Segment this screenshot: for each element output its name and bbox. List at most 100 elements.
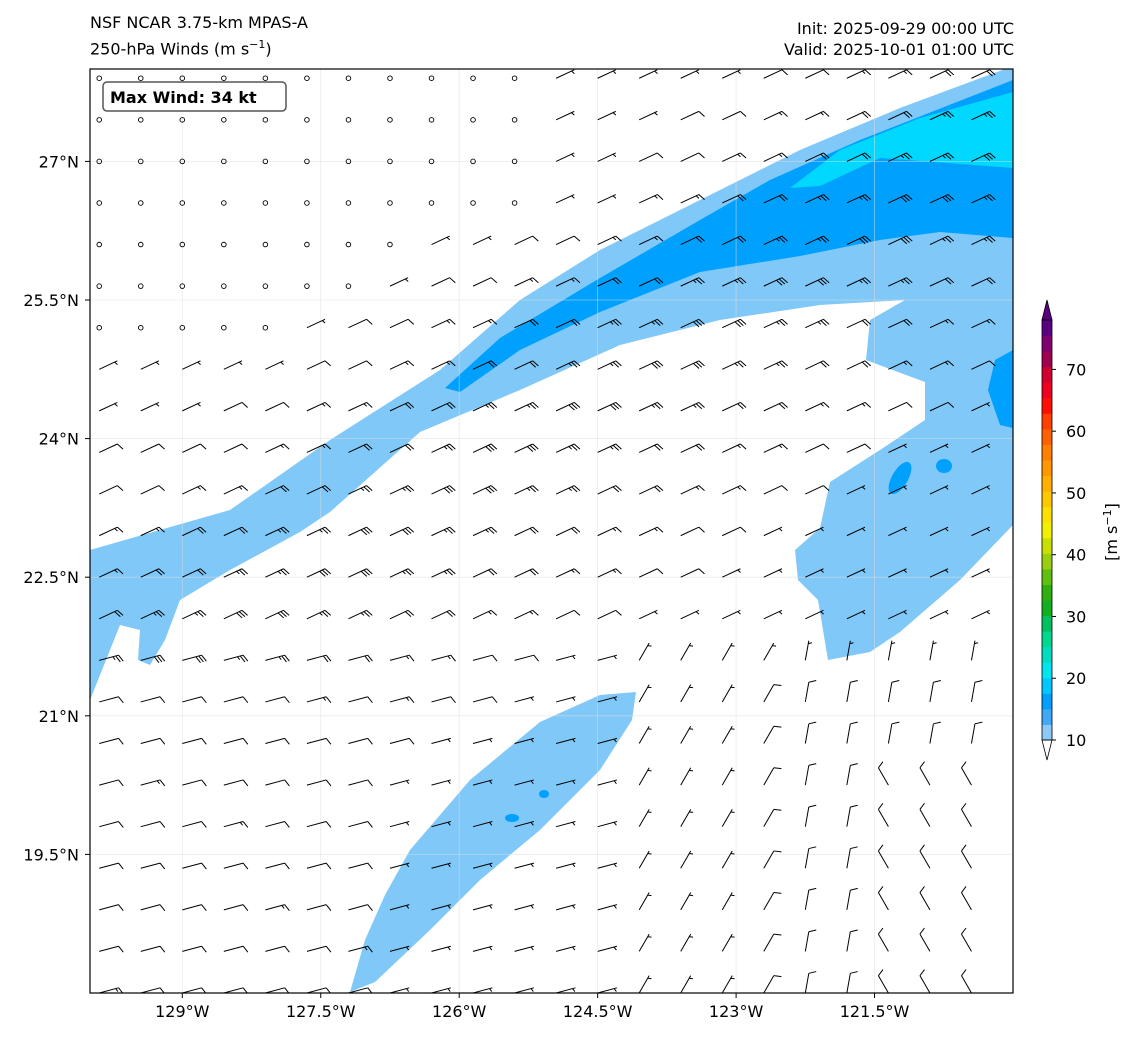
barb-half-feather	[114, 361, 118, 366]
barb-feather	[986, 278, 993, 285]
barb-half-feather	[153, 612, 157, 616]
barb-feather	[532, 318, 539, 325]
wind-barb	[223, 401, 248, 412]
barb-feather	[118, 821, 124, 828]
wind-barb	[638, 443, 664, 453]
barb-half-feather	[277, 529, 282, 533]
barb-feather	[324, 568, 332, 575]
barb-feather	[200, 443, 207, 450]
calm-circle	[304, 117, 310, 123]
colorbar-extend-min	[1041, 739, 1053, 761]
barb-feather	[823, 69, 830, 76]
calm-circle	[96, 241, 102, 248]
barb-shaft	[182, 360, 201, 370]
barb-feather	[159, 738, 166, 745]
wind-barb	[555, 696, 576, 703]
lon-tick-label: 123°W	[709, 1002, 764, 1021]
colorbar-segment	[1042, 397, 1052, 414]
colorbar-segment	[1042, 600, 1052, 617]
barb-shaft	[763, 69, 783, 79]
barb-shaft	[99, 821, 119, 828]
barb-feather	[367, 862, 373, 870]
barb-shaft	[223, 526, 243, 537]
barb-half-feather	[280, 444, 284, 449]
barb-feather	[947, 235, 955, 242]
barb-feather	[861, 361, 869, 368]
barb-feather	[656, 485, 664, 492]
barb-shaft	[970, 723, 976, 744]
wind-barb	[763, 933, 782, 952]
wind-barb	[472, 485, 498, 495]
barb-feather	[571, 486, 578, 493]
wind-barb	[763, 110, 788, 121]
wind-barb	[99, 821, 124, 828]
wind-barb	[804, 721, 817, 744]
barb-half-feather	[693, 404, 697, 408]
barb-shaft	[140, 737, 161, 745]
barb-half-feather	[945, 569, 949, 573]
barb-shaft	[514, 904, 535, 911]
barb-shaft	[514, 568, 533, 578]
barb-shaft	[348, 443, 367, 453]
barb-shaft	[555, 69, 575, 79]
barb-shaft	[389, 654, 410, 661]
barb-feather	[324, 485, 332, 492]
wind-barb	[805, 526, 824, 537]
barb-feather	[118, 904, 124, 911]
barb-feather	[529, 528, 536, 534]
barb-feather	[405, 444, 412, 451]
barb-feather	[850, 887, 858, 891]
barb-feather	[820, 361, 827, 368]
barb-shaft	[929, 277, 949, 287]
barb-feather	[200, 526, 207, 533]
barb-shaft	[431, 862, 451, 869]
barb-feather	[919, 886, 925, 893]
barb-shaft	[597, 69, 616, 79]
barb-feather	[449, 568, 456, 575]
barb-feather	[324, 609, 332, 616]
wind-barb	[846, 235, 871, 246]
barb-half-feather	[689, 936, 694, 938]
barb-shaft	[265, 360, 284, 370]
wind-barb	[306, 485, 332, 495]
barb-shaft	[306, 318, 326, 329]
barb-feather	[366, 402, 373, 408]
wind-barb	[140, 821, 166, 828]
barb-shaft	[348, 737, 368, 745]
barb-shaft	[846, 973, 851, 993]
barb-feather	[698, 194, 705, 200]
east-contour-14ms	[988, 350, 1013, 428]
wind-barb	[722, 360, 747, 370]
wind-barb	[638, 975, 652, 993]
barb-feather	[407, 568, 415, 575]
barb-feather	[571, 361, 578, 368]
barb-half-feather	[319, 529, 323, 533]
wind-barb	[182, 443, 207, 453]
barb-feather	[408, 738, 415, 745]
wind-barb	[555, 526, 581, 537]
barb-feather	[986, 153, 993, 160]
barb-shaft	[223, 987, 244, 993]
barb-feather	[612, 361, 620, 368]
barb-shaft	[763, 360, 783, 370]
wind-barb	[265, 945, 290, 953]
wind-barb	[929, 110, 955, 121]
barb-feather	[778, 403, 786, 410]
barb-shaft	[638, 892, 650, 911]
calm-circle	[304, 75, 310, 81]
barb-feather	[740, 235, 747, 242]
calm-circle	[470, 200, 476, 206]
barb-feather	[366, 318, 373, 325]
barb-half-feather	[942, 238, 946, 242]
barb-feather	[363, 569, 370, 576]
barb-shaft	[306, 654, 327, 661]
wind-barb	[472, 401, 498, 412]
barb-shaft	[763, 568, 783, 578]
barb-feather	[861, 320, 869, 326]
barb-half-feather	[861, 70, 866, 74]
wind-barb	[877, 886, 889, 911]
barb-shaft	[265, 779, 285, 786]
barb-feather	[118, 945, 124, 953]
barb-half-feather	[406, 655, 410, 660]
barb-half-feather	[689, 853, 694, 855]
